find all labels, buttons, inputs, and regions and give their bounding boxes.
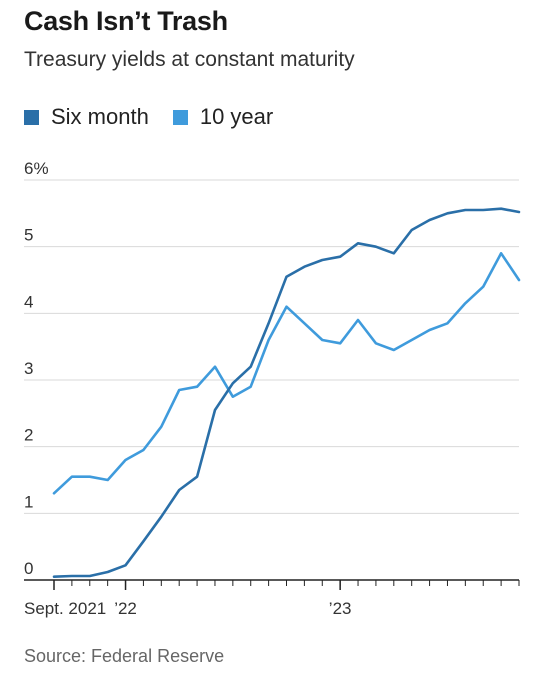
series-line-ten-year: [52, 252, 521, 495]
y-tick-label: 3: [24, 359, 33, 378]
y-tick-label: 1: [24, 492, 33, 511]
chart-title: Cash Isn’t Trash: [24, 6, 228, 36]
legend-item-ten-year: 10 year: [172, 104, 274, 130]
chart-legend: Six month 10 year: [24, 104, 297, 130]
series-line-six-month: [52, 207, 521, 579]
source-note: Source: Federal Reserve: [24, 646, 225, 666]
y-tick-label: 4: [24, 292, 33, 311]
y-tick-label: 6%: [24, 159, 49, 178]
x-tick-label: Sept. 2021: [24, 599, 106, 618]
y-tick-label: 5: [24, 226, 33, 245]
legend-item-six-month: Six month: [24, 104, 149, 130]
legend-label-ten-year: 10 year: [199, 104, 274, 129]
legend-swatch-ten-year: [172, 109, 188, 125]
y-tick-label: 0: [24, 559, 33, 578]
chart-subtitle: Treasury yields at constant maturity: [24, 48, 355, 71]
x-tick-label: ’23: [329, 599, 352, 618]
legend-label-six-month: Six month: [51, 104, 149, 129]
x-tick-label: ’22: [114, 599, 137, 618]
legend-swatch-six-month: [24, 109, 39, 125]
y-tick-label: 2: [24, 426, 33, 445]
